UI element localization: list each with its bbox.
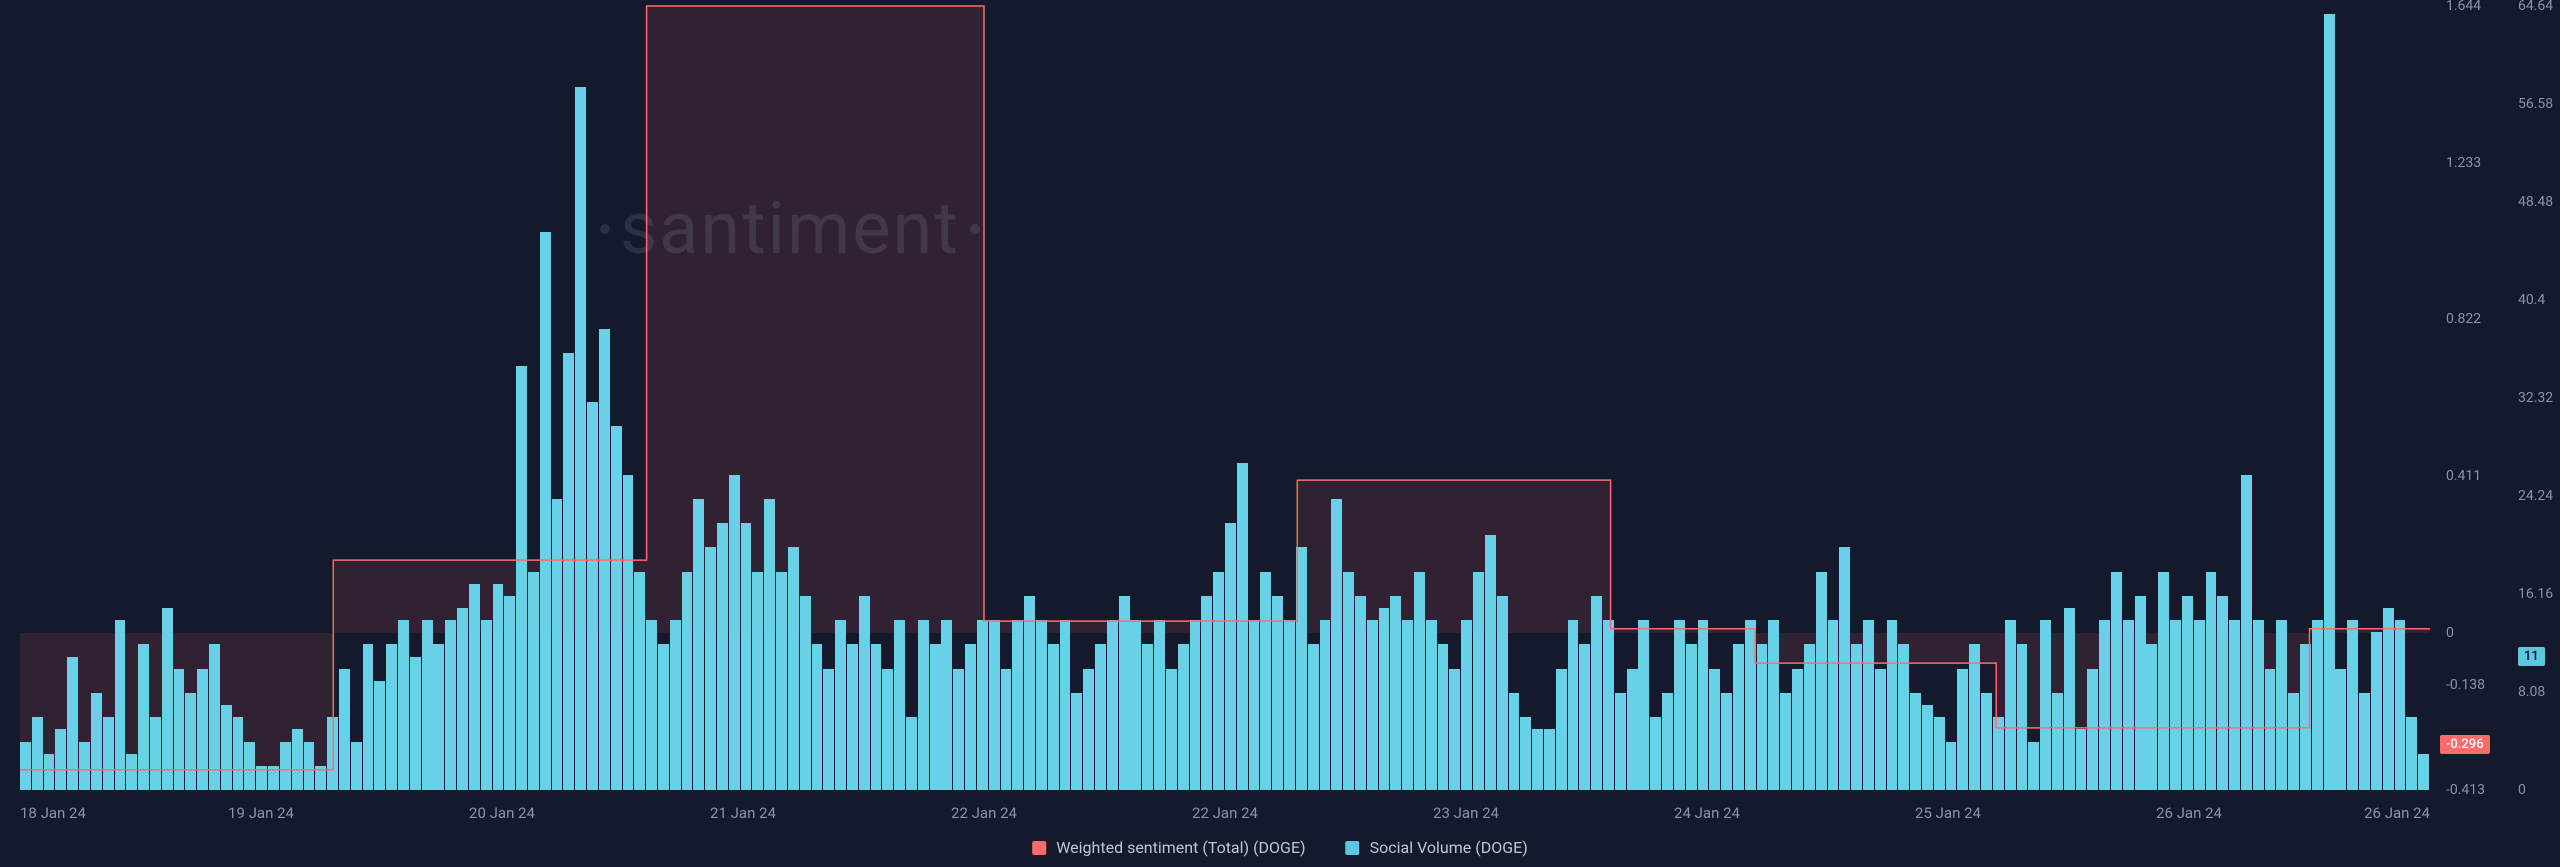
y-axis-label: 24.24 (2518, 488, 2553, 504)
y-axis-label: 0.411 (2446, 468, 2481, 484)
y-axis-label: 40.4 (2518, 292, 2545, 308)
legend-item: Weighted sentiment (Total) (DOGE) (1032, 838, 1305, 857)
legend-label: Social Volume (DOGE) (1370, 838, 1528, 857)
y-axis-label: 0 (2446, 625, 2454, 641)
x-axis-label: 26 Jan 24 (2156, 804, 2222, 822)
x-axis-label: 23 Jan 24 (1433, 804, 1499, 822)
x-axis-label: 20 Jan 24 (469, 804, 535, 822)
y-axis-label: 1.644 (2446, 0, 2481, 14)
plot-area: santiment (20, 6, 2430, 790)
y-axis-label: 0.822 (2446, 311, 2481, 327)
y-axis-label: 48.48 (2518, 194, 2553, 210)
x-axis-label: 26 Jan 24 (2364, 804, 2430, 822)
legend-item: Social Volume (DOGE) (1346, 838, 1528, 857)
x-axis-label: 18 Jan 24 (20, 804, 86, 822)
y-axis-label: -0.413 (2446, 782, 2485, 798)
x-axis-label: 22 Jan 24 (951, 804, 1017, 822)
x-axis-label: 21 Jan 24 (710, 804, 776, 822)
y-axis-label: 16.16 (2518, 586, 2553, 602)
y-axis-label: 1.233 (2446, 155, 2481, 171)
y-axis-label: -0.138 (2446, 677, 2485, 693)
x-axis-label: 24 Jan 24 (1674, 804, 1740, 822)
x-axis-label: 22 Jan 24 (1192, 804, 1258, 822)
x-axis-label: 25 Jan 24 (1915, 804, 1981, 822)
legend-swatch (1032, 841, 1046, 855)
legend-swatch (1346, 841, 1360, 855)
y-axis-label: 8.08 (2518, 684, 2545, 700)
badge-sentiment: -0.296 (2440, 735, 2490, 754)
x-axis-label: 19 Jan 24 (228, 804, 294, 822)
badge-volume: 11 (2518, 647, 2545, 666)
y-axis-label: 0 (2518, 782, 2526, 798)
y-axis-label: 64.64 (2518, 0, 2553, 14)
chart-container: santiment 18 Jan 24 19 Jan 24 20 Jan 24 21 … (0, 0, 2560, 867)
y-axis-label: 32.32 (2518, 390, 2553, 406)
legend: Weighted sentiment (Total) (DOGE) Social … (1032, 838, 1528, 857)
sentiment-line (20, 6, 2430, 790)
legend-label: Weighted sentiment (Total) (DOGE) (1056, 838, 1305, 857)
y-axis-label: 56.58 (2518, 96, 2553, 112)
